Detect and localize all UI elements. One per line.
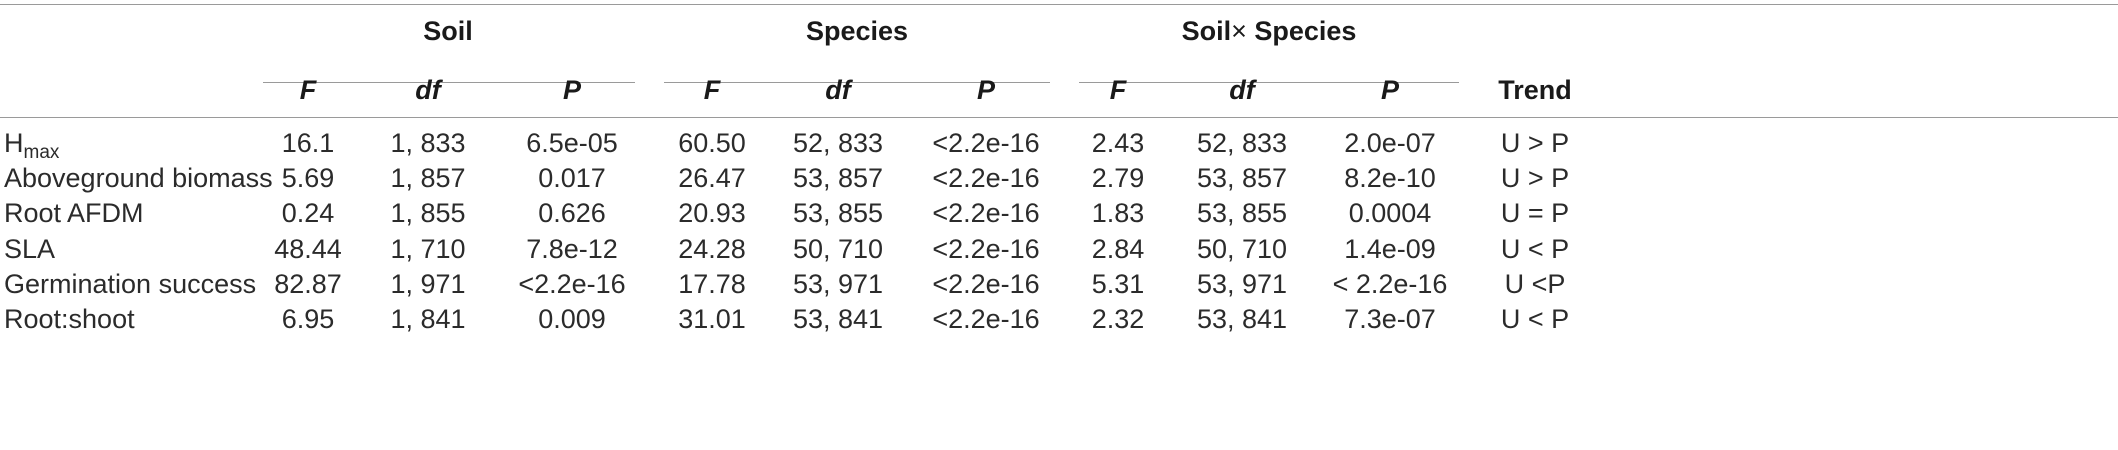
cell-soil-df: 1, 857 [390,163,466,193]
cell-interaction-p: < 2.2e-16 [1332,269,1448,299]
cell-soil-p: 0.009 [538,304,606,334]
times-sign: × [1231,16,1247,46]
row-label: SLA [4,234,55,264]
column-header-f: F [1109,75,1127,105]
cell-species-df: 53, 855 [792,198,884,228]
cell-species-df: 52, 833 [792,128,884,158]
column-header-df: df [825,75,851,105]
row-label-subscript: max [23,142,60,163]
cell-species-f: 60.50 [678,128,746,158]
cell-interaction-f: 2.43 [1091,128,1145,158]
cell-soil-f: 5.69 [281,163,335,193]
cell-species-df: 50, 710 [792,234,884,264]
column-header-p: P [976,75,996,105]
column-header-df: df [1229,75,1255,105]
cell-interaction-p: 1.4e-09 [1344,234,1436,264]
cell-interaction-p: 8.2e-10 [1344,163,1436,193]
cell-soil-f: 6.95 [281,304,335,334]
cell-trend: U <P [1504,269,1566,299]
cell-trend: U > P [1500,128,1570,158]
row-label-text: H [4,128,24,158]
header-bottom-rule [0,117,2118,118]
species-group-underline [664,82,1050,83]
cell-interaction-f: 5.31 [1091,269,1145,299]
cell-interaction-df: 53, 855 [1196,198,1288,228]
cell-trend: U > P [1500,163,1570,193]
cell-species-p: <2.2e-16 [932,163,1040,193]
table-top-rule [0,4,2118,5]
column-header-df: df [415,75,441,105]
column-header-trend: Trend [1498,75,1572,105]
cell-species-f: 17.78 [678,269,746,299]
cell-interaction-f: 1.83 [1091,198,1145,228]
cell-species-p: <2.2e-16 [932,304,1040,334]
cell-soil-p: 0.626 [538,198,606,228]
cell-trend: U = P [1500,198,1570,228]
cell-species-f: 20.93 [678,198,746,228]
column-header-p: P [1380,75,1400,105]
cell-soil-f: 0.24 [281,198,335,228]
cell-soil-df: 1, 855 [390,198,466,228]
cell-interaction-p: 7.3e-07 [1344,304,1436,334]
cell-interaction-df: 53, 857 [1196,163,1288,193]
row-label-text: Aboveground biomass [4,163,273,193]
cell-soil-df: 1, 971 [390,269,466,299]
cell-soil-f: 16.1 [281,128,335,158]
row-label-text: SLA [4,234,56,264]
row-label-text: Root AFDM [4,198,144,228]
cell-interaction-p: 0.0004 [1348,198,1432,228]
cell-species-df: 53, 971 [792,269,884,299]
cell-soil-df: 1, 833 [390,128,466,158]
row-label: Hmax [4,128,59,162]
cell-species-p: <2.2e-16 [932,198,1040,228]
row-label-text: Root:shoot [4,304,135,334]
group-header-interaction: Soil× Species [1182,16,1357,46]
cell-soil-p: 0.017 [538,163,606,193]
cell-interaction-p: 2.0e-07 [1344,128,1436,158]
row-label: Root AFDM [4,198,144,228]
row-label: Root:shoot [4,304,135,334]
cell-species-f: 24.28 [678,234,746,264]
row-label: Aboveground biomass [4,163,273,193]
soil-group-underline [263,82,635,83]
cell-interaction-f: 2.32 [1091,304,1145,334]
row-label: Germination success [4,269,256,299]
cell-trend: U < P [1500,304,1570,334]
group-header-species: Species [805,16,909,46]
cell-soil-p: 6.5e-05 [526,128,618,158]
cell-interaction-df: 50, 710 [1196,234,1288,264]
cell-interaction-f: 2.79 [1091,163,1145,193]
column-header-f: F [703,75,721,105]
column-header-f: F [299,75,317,105]
cell-soil-f: 48.44 [274,234,342,264]
cell-species-df: 53, 841 [792,304,884,334]
cell-soil-f: 82.87 [274,269,342,299]
cell-species-p: <2.2e-16 [932,128,1040,158]
cell-species-df: 53, 857 [792,163,884,193]
cell-species-p: <2.2e-16 [932,234,1040,264]
cell-soil-df: 1, 710 [390,234,466,264]
interaction-group-underline [1079,82,1459,83]
cell-species-p: <2.2e-16 [932,269,1040,299]
cell-interaction-df: 53, 841 [1196,304,1288,334]
cell-soil-p: <2.2e-16 [518,269,626,299]
row-label-text: Germination success [4,269,257,299]
cell-species-f: 31.01 [678,304,746,334]
interaction-soil-text: Soil [1181,16,1232,46]
group-header-soil: Soil [423,16,473,46]
cell-soil-p: 7.8e-12 [526,234,618,264]
cell-interaction-df: 52, 833 [1196,128,1288,158]
cell-interaction-f: 2.84 [1091,234,1145,264]
cell-species-f: 26.47 [678,163,746,193]
interaction-species-text: Species [1246,16,1357,46]
column-header-p: P [562,75,582,105]
cell-trend: U < P [1500,234,1570,264]
cell-interaction-df: 53, 971 [1196,269,1288,299]
cell-soil-df: 1, 841 [390,304,466,334]
